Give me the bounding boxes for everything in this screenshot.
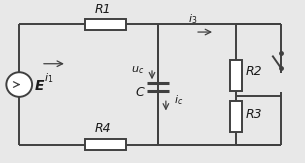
Text: R1: R1	[95, 3, 112, 16]
Text: $i_c$: $i_c$	[174, 93, 183, 107]
Text: R3: R3	[246, 108, 263, 121]
Text: R2: R2	[246, 65, 263, 78]
Bar	[84, 139, 126, 150]
Text: R4: R4	[95, 122, 112, 135]
Bar	[230, 101, 242, 132]
Text: $i_3$: $i_3$	[188, 13, 198, 26]
Text: E: E	[35, 79, 45, 93]
Circle shape	[6, 72, 32, 97]
Text: C: C	[135, 86, 144, 99]
Bar	[230, 60, 242, 91]
Text: $i_1$: $i_1$	[44, 71, 54, 85]
Text: $u_c$: $u_c$	[131, 64, 144, 76]
Bar	[84, 19, 126, 30]
